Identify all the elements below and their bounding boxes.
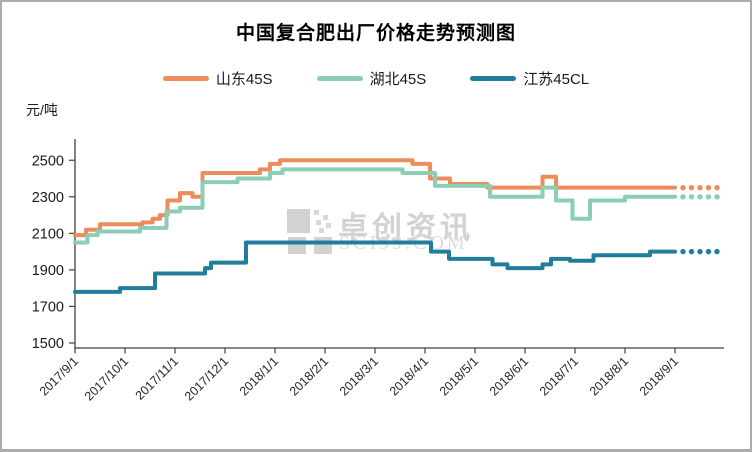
legend-label-jiangsu: 江苏45CL xyxy=(523,70,590,88)
x-tick-label: 2017/9/1 xyxy=(37,354,81,398)
forecast-dot-湖北45S xyxy=(697,194,703,200)
x-tick-label: 2018/2/1 xyxy=(287,354,331,398)
y-tick-label: 2100 xyxy=(32,226,64,242)
y-tick-label: 2500 xyxy=(32,153,64,169)
x-tick-label: 2018/4/1 xyxy=(387,354,431,398)
forecast-dot-江苏45CL xyxy=(697,248,703,255)
series-swatch-shandong xyxy=(162,75,209,81)
x-tick-label: 2018/3/1 xyxy=(337,354,381,398)
forecast-dot-湖北45S xyxy=(688,194,695,200)
series-swatch-jiangsu xyxy=(470,75,517,81)
forecast-dot-湖北45S xyxy=(680,194,686,200)
series-line-湖北45S xyxy=(73,167,677,245)
legend: 山东45S 湖北45S 江苏45CL xyxy=(2,65,750,91)
y-tick-label: 2300 xyxy=(32,190,64,206)
watermark-text: 卓创资讯 xyxy=(338,212,474,245)
x-tick-label: 2018/1/1 xyxy=(237,354,281,398)
x-tick-label: 2018/8/1 xyxy=(587,354,631,398)
x-tick-label: 2018/5/1 xyxy=(437,354,481,398)
forecast-dot-江苏45CL xyxy=(680,248,686,255)
series-line-江苏45CL xyxy=(73,240,677,294)
y-tick-label: 1500 xyxy=(32,336,64,352)
forecast-dot-山东45S xyxy=(688,184,695,191)
x-tick-label: 2017/11/1 xyxy=(133,354,182,403)
x-tick-label: 2018/6/1 xyxy=(487,354,531,398)
series-swatch-hubei xyxy=(316,75,363,81)
x-tick-label: 2018/7/1 xyxy=(537,354,581,398)
legend-label-hubei: 湖北45S xyxy=(369,70,427,88)
y-axis-unit-label: 元/吨 xyxy=(26,102,58,118)
forecast-dot-江苏45CL xyxy=(705,248,712,255)
legend-item-shandong: 山东45S xyxy=(162,68,273,89)
x-tick-label: 2018/9/1 xyxy=(637,354,681,398)
legend-item-jiangsu: 江苏45CL xyxy=(470,68,589,89)
forecast-dot-湖北45S xyxy=(705,194,712,200)
y-tick-label: 1900 xyxy=(32,263,64,279)
forecast-dot-山东45S xyxy=(697,184,703,191)
forecast-dot-江苏45CL xyxy=(688,248,695,255)
forecast-dot-山东45S xyxy=(705,184,712,191)
legend-item-hubei: 湖北45S xyxy=(316,68,427,89)
legend-label-shandong: 山东45S xyxy=(215,70,273,88)
forecast-dot-湖北45S xyxy=(714,194,720,200)
y-tick-label: 1700 xyxy=(32,299,64,315)
x-tick-label: 2017/12/1 xyxy=(182,354,231,403)
chart-title: 中国复合肥出厂价格走势预测图 xyxy=(235,23,516,44)
forecast-dot-山东45S xyxy=(680,184,686,191)
forecast-dot-山东45S xyxy=(714,184,720,191)
forecast-dot-江苏45CL xyxy=(714,248,720,255)
x-tick-label: 2017/10/1 xyxy=(82,354,131,403)
